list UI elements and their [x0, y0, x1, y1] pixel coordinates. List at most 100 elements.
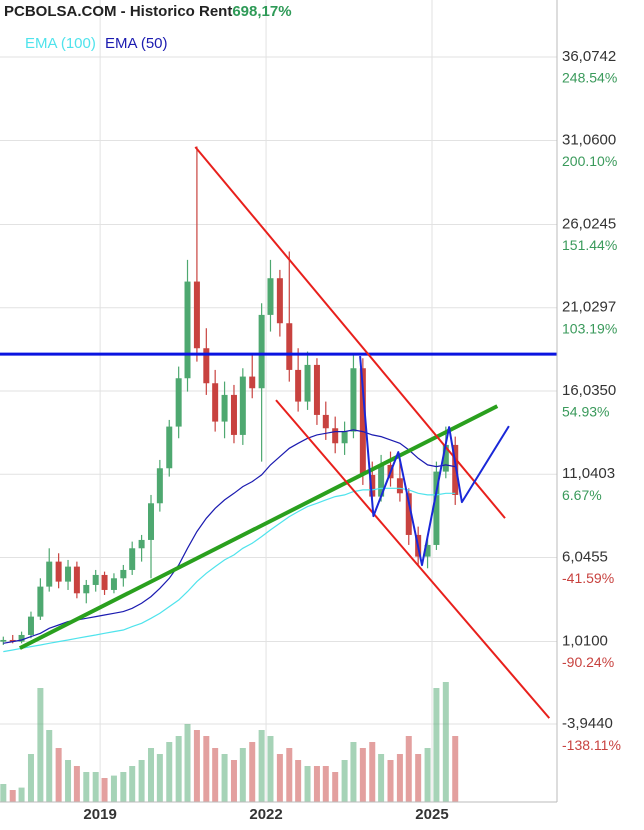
volume-bar: [332, 772, 339, 802]
volume-bar: [18, 787, 25, 802]
y-tick-label: 16,0350: [562, 382, 616, 399]
candle-body: [230, 394, 237, 435]
candle-body: [184, 281, 191, 379]
candle-body: [193, 281, 200, 349]
volume-bar: [156, 754, 163, 802]
candle-body: [175, 378, 182, 427]
y2-tick-label: 248.54%: [562, 70, 617, 86]
candle-body: [452, 444, 459, 495]
volume-bar: [249, 742, 256, 802]
volume-bar: [55, 748, 62, 802]
grid: [0, 0, 557, 802]
volume-bar: [193, 730, 200, 802]
volume-bar: [387, 760, 394, 802]
y-tick-label: 26,0245: [562, 215, 616, 232]
y-tick-label: -3,9440: [562, 715, 613, 732]
y2-tick-label: -41.59%: [562, 570, 614, 586]
volume-bar: [295, 760, 302, 802]
candle-body: [221, 394, 228, 422]
candle-body: [65, 566, 72, 582]
volume-bar: [405, 736, 412, 802]
volume-bar: [9, 790, 16, 802]
ema-line: [3, 487, 456, 653]
volume-bar: [120, 772, 127, 802]
candle-body: [359, 368, 366, 475]
y2-tick-label: 6.67%: [562, 487, 602, 503]
volume-bar: [267, 736, 274, 802]
y2-tick-label: -138.11%: [562, 737, 621, 753]
candle-body: [341, 431, 348, 444]
candle-body: [286, 323, 293, 370]
legend-entry: EMA (100): [25, 35, 96, 52]
candle-body: [156, 468, 163, 504]
volume-bar: [322, 766, 329, 802]
y-tick-label: 36,0742: [562, 48, 616, 65]
volume-bar: [313, 766, 320, 802]
candle-body: [276, 278, 283, 324]
candle-body: [73, 566, 80, 594]
volume-bar: [138, 760, 145, 802]
candle-body: [120, 569, 127, 579]
volume-bar: [46, 730, 53, 802]
candle-body: [332, 428, 339, 444]
candle-body: [18, 634, 25, 642]
candle-body: [37, 586, 44, 617]
volume-bar: [452, 736, 459, 802]
volume-bar: [442, 682, 449, 802]
volume-bar: [286, 748, 293, 802]
y-tick-label: 6,0455: [562, 548, 608, 565]
candle-body: [405, 493, 412, 535]
candle-body: [129, 548, 136, 570]
volume-bar: [424, 748, 431, 802]
title-value: 698,17%: [232, 3, 291, 20]
trend-line: [275, 399, 551, 719]
volume-bar: [175, 736, 182, 802]
volume-bar: [166, 742, 173, 802]
volume-bar: [129, 766, 136, 802]
candle-body: [433, 471, 440, 545]
x-tick-label: 2019: [83, 806, 116, 823]
candle-body: [27, 616, 34, 635]
volume-bar: [369, 742, 376, 802]
volume-bar: [37, 688, 44, 802]
candle-body: [396, 478, 403, 494]
volume-bar: [258, 730, 265, 802]
y2-tick-label: 151.44%: [562, 237, 617, 253]
volume-bar: [110, 775, 117, 802]
volume-bar: [27, 754, 34, 802]
candle-body: [322, 414, 329, 429]
candle-body: [212, 383, 219, 422]
candle-body: [203, 348, 210, 384]
volume-bar: [212, 748, 219, 802]
candle-body: [378, 464, 385, 497]
candle-body: [166, 426, 173, 469]
volume-bar: [0, 784, 7, 802]
candle-body: [9, 639, 16, 642]
volume-bar: [230, 760, 237, 802]
volume-bar: [221, 754, 228, 802]
volume-bar: [350, 742, 357, 802]
volume-bar: [304, 766, 311, 802]
chart-title: PCBOLSA.COM - Historico Rent698,17%: [4, 3, 292, 20]
y-tick-label: 21,0297: [562, 299, 616, 316]
volume-bar: [239, 748, 246, 802]
y-tick-label: 1,0100: [562, 632, 608, 649]
candle-body: [138, 539, 145, 549]
volume-bar: [378, 754, 385, 802]
y-tick-label: 31,0600: [562, 131, 616, 148]
candle-body: [83, 584, 90, 594]
candle-body: [148, 503, 155, 540]
volume-bar: [65, 760, 72, 802]
x-tick-label: 2022: [249, 806, 282, 823]
candle-body: [258, 314, 265, 389]
candle-body: [101, 574, 108, 590]
volume-bar: [433, 688, 440, 802]
candle-body: [55, 561, 62, 582]
candle-body: [295, 369, 302, 402]
volume-bar: [92, 772, 99, 802]
plot: [0, 146, 557, 719]
y-tick-label: 11,0403: [562, 465, 615, 482]
y2-tick-label: -90.24%: [562, 654, 614, 670]
